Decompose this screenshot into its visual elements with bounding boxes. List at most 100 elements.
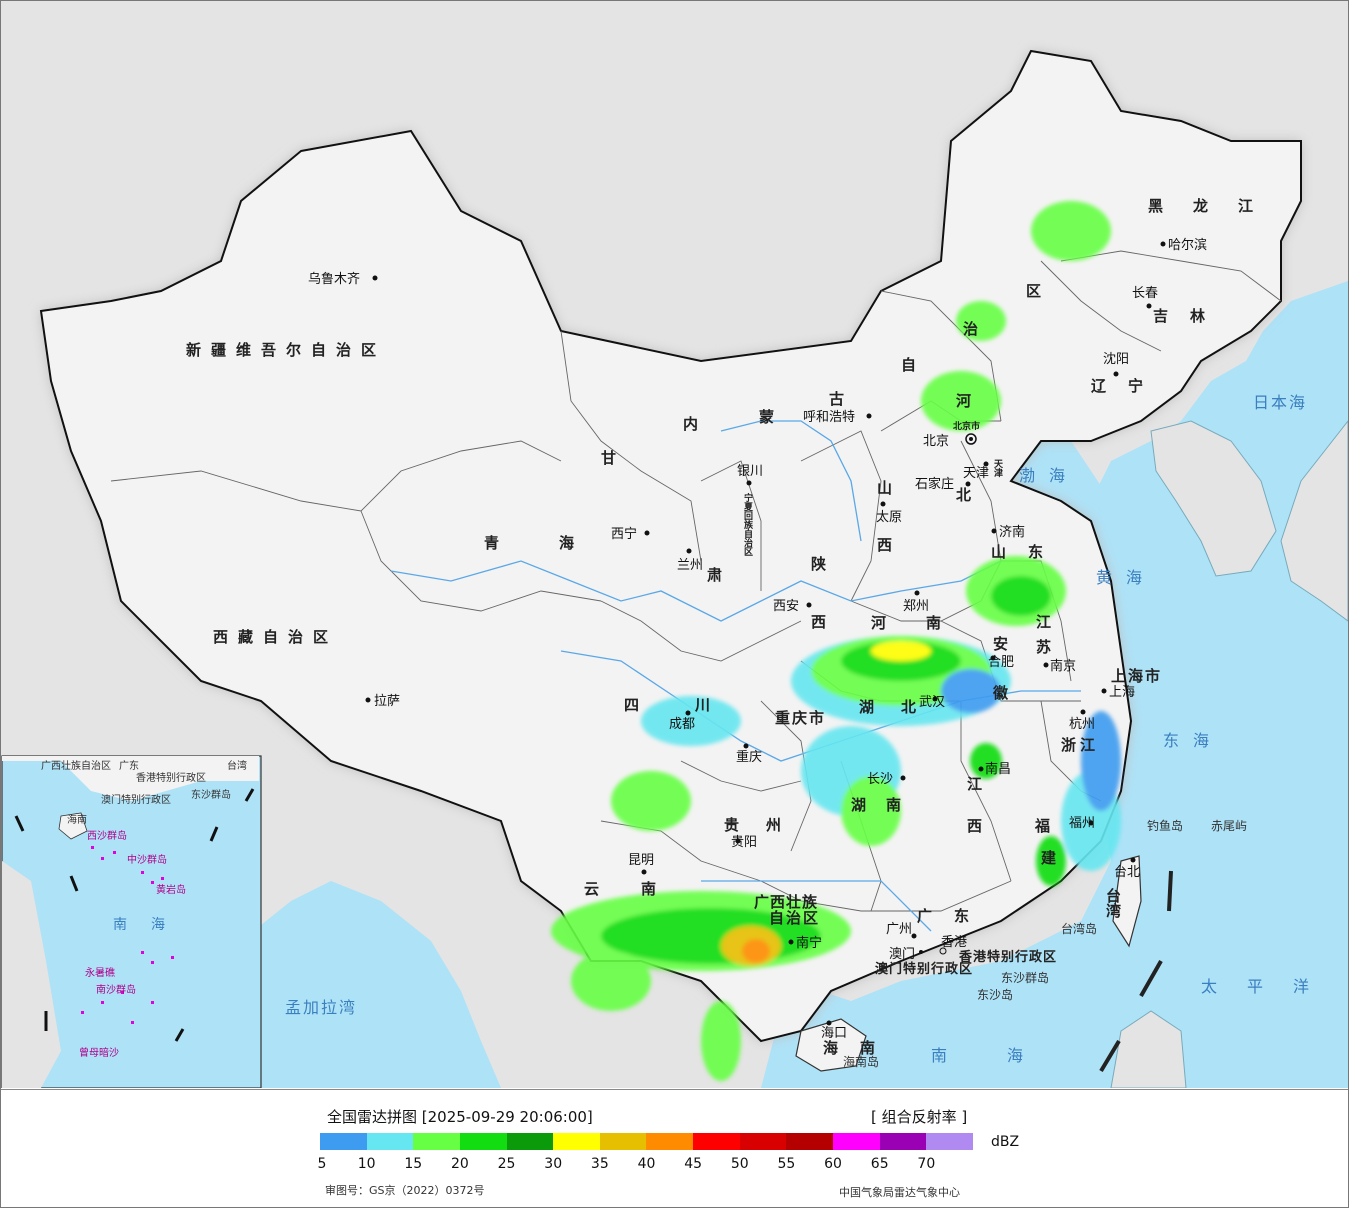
label-qinghai: 青海 xyxy=(484,534,634,552)
label-guangxi: 广西壮族 xyxy=(754,893,818,911)
label-guangdong: 广东 xyxy=(917,907,991,925)
city-haikou: 海口 xyxy=(821,1026,847,1041)
scale-tick-label: 15 xyxy=(404,1156,423,1172)
taiwan-island xyxy=(1112,855,1142,948)
label-yun: 云 xyxy=(584,880,609,898)
scale-tick-label: 60 xyxy=(824,1156,842,1172)
scale-tick-label: 45 xyxy=(684,1156,703,1172)
label-zhou: 州 xyxy=(765,816,791,834)
label-an-anhui: 安 xyxy=(993,635,1018,653)
label-xinjiang: 新疆维吾尔自治区 xyxy=(186,341,386,359)
city-zhengzhou: 郑州 xyxy=(903,599,929,614)
label-nan-yunnan: 南 xyxy=(641,880,666,898)
city-yinchuan: 银川 xyxy=(737,464,763,479)
inset-label-zhongsha: 中沙群岛 xyxy=(127,853,167,866)
city-changsha: 长沙 xyxy=(867,772,893,787)
inset-label-huangyan: 黄岩岛 xyxy=(156,883,186,896)
label-gan: 甘 xyxy=(601,449,626,467)
inset-label-nansha: 南沙群岛 xyxy=(96,983,136,996)
color-swatch-5 xyxy=(553,1133,600,1150)
label-xi-shaanxi: 西 xyxy=(811,613,836,631)
color-swatch-4 xyxy=(506,1133,554,1150)
island-hainan: 海南岛 xyxy=(843,1054,879,1069)
color-swatch-11 xyxy=(833,1133,880,1150)
scale-tick-label: 35 xyxy=(590,1156,609,1172)
legend-title: 全国雷达拼图 [2025-09-29 20:06:00] xyxy=(327,1108,593,1126)
dash-line xyxy=(1099,870,1173,1073)
city-xian: 西安 xyxy=(773,599,799,614)
label-zhejiang: 浙江 xyxy=(1061,736,1099,754)
color-swatch-6 xyxy=(599,1133,647,1150)
label-bei-hubei: 北 xyxy=(901,698,926,716)
issuing-organization: 中国气象局雷达气象中心 xyxy=(839,1186,960,1199)
korea-peninsula xyxy=(1150,420,1277,577)
sea-south: 南海 xyxy=(931,1046,1083,1065)
label-zizhiqu: 自治区 xyxy=(769,909,820,927)
city-wuhan: 武汉 xyxy=(919,695,945,710)
south-china-sea-inset xyxy=(1,755,262,1088)
city-guangzhou: 广州 xyxy=(886,922,912,937)
color-swatch-8 xyxy=(693,1133,740,1150)
city-taiyuan: 太原 xyxy=(876,510,902,525)
city-nanjing: 南京 xyxy=(1050,658,1076,674)
label-taiwan: 台湾 xyxy=(1104,887,1122,919)
city-chengdu: 成都 xyxy=(669,717,695,732)
color-swatch-13 xyxy=(926,1133,973,1150)
scale-tick-label: 55 xyxy=(777,1156,796,1172)
label-hui-anhui: 徽 xyxy=(992,684,1018,702)
inset-label-nan: 南 xyxy=(113,917,127,933)
city-urumqi: 乌鲁木齐 xyxy=(308,271,360,287)
label-nan-hunan: 南 xyxy=(886,796,911,814)
city-nanchang: 南昌 xyxy=(985,761,1011,777)
city-kunming: 昆明 xyxy=(628,853,654,868)
city-shanghai: 上海 xyxy=(1109,685,1135,700)
city-macao: 澳门 xyxy=(889,946,915,962)
scale-tick-label: 50 xyxy=(730,1156,749,1172)
color-swatch-1 xyxy=(366,1133,414,1150)
label-xizang: 西藏自治区 xyxy=(213,628,338,646)
color-swatch-2 xyxy=(413,1133,460,1150)
scale-tick-label: 20 xyxy=(451,1156,469,1172)
color-swatch-12 xyxy=(879,1133,927,1150)
label-hainan: 海南 xyxy=(823,1039,897,1057)
label-shan-shanxi: 山 xyxy=(877,479,902,497)
label-si: 四 xyxy=(624,696,649,714)
china-radar-map: 新疆维吾尔自治区 西藏自治区 青海 甘 肃 内 蒙 古 自 治 区 黑龙江 吉林… xyxy=(1,1,1348,1088)
inset-label-hk: 香港特别行政区 xyxy=(136,771,206,784)
city-harbin: 哈尔滨 xyxy=(1168,237,1207,253)
island-chiwei: 赤尾屿 xyxy=(1211,819,1247,833)
city-hohhot: 呼和浩特 xyxy=(803,410,855,425)
city-shijiazhuang: 石家庄 xyxy=(915,476,954,492)
label-jian: 建 xyxy=(1041,849,1066,867)
city-fuzhou: 福州 xyxy=(1069,816,1095,831)
city-xining: 西宁 xyxy=(611,526,637,542)
inset-label-macao: 澳门特别行政区 xyxy=(101,793,171,806)
inset-label-taiwan: 台湾 xyxy=(227,759,247,772)
label-zi: 自 xyxy=(901,356,926,374)
inset-label-yongshu: 永暑礁 xyxy=(85,966,115,979)
inset-label-hainan: 海南 xyxy=(67,813,87,826)
scale-tick-label: 70 xyxy=(917,1156,936,1172)
city-guiyang: 贵阳 xyxy=(731,835,757,850)
label-heilongjiang: 黑龙江 xyxy=(1148,197,1283,215)
island-dongsha-group: 东沙群岛 xyxy=(1001,970,1049,985)
label-beijing-shi: 北京市 xyxy=(953,420,980,432)
japan-islands xyxy=(1280,420,1348,622)
sea-pacific: 太平洋 xyxy=(1201,977,1339,996)
label-hu-hubei: 湖 xyxy=(859,698,884,716)
sea-bohai: 渤海 xyxy=(1019,466,1079,485)
label-macao-sar: 澳门特别行政区 xyxy=(875,961,973,977)
scale-tick-label: 30 xyxy=(544,1156,563,1172)
label-nan-henan: 南 xyxy=(926,614,951,632)
label-hu-hunan: 湖 xyxy=(851,796,876,814)
inset-label-zengmu: 曾母暗沙 xyxy=(79,1046,119,1059)
label-he-henan: 河 xyxy=(871,614,896,632)
city-chongqing: 重庆 xyxy=(736,749,762,765)
city-changchun: 长春 xyxy=(1132,286,1158,301)
inset-label-xisha: 西沙群岛 xyxy=(87,829,127,842)
city-hefei: 合肥 xyxy=(988,655,1014,670)
label-xi-jiangxi: 西 xyxy=(967,817,992,835)
sea-bengal: 孟加拉湾 xyxy=(285,998,357,1017)
label-tianjin-shi: 天津 xyxy=(992,459,1003,478)
label-su-jiangsu: 苏 xyxy=(1036,638,1061,656)
